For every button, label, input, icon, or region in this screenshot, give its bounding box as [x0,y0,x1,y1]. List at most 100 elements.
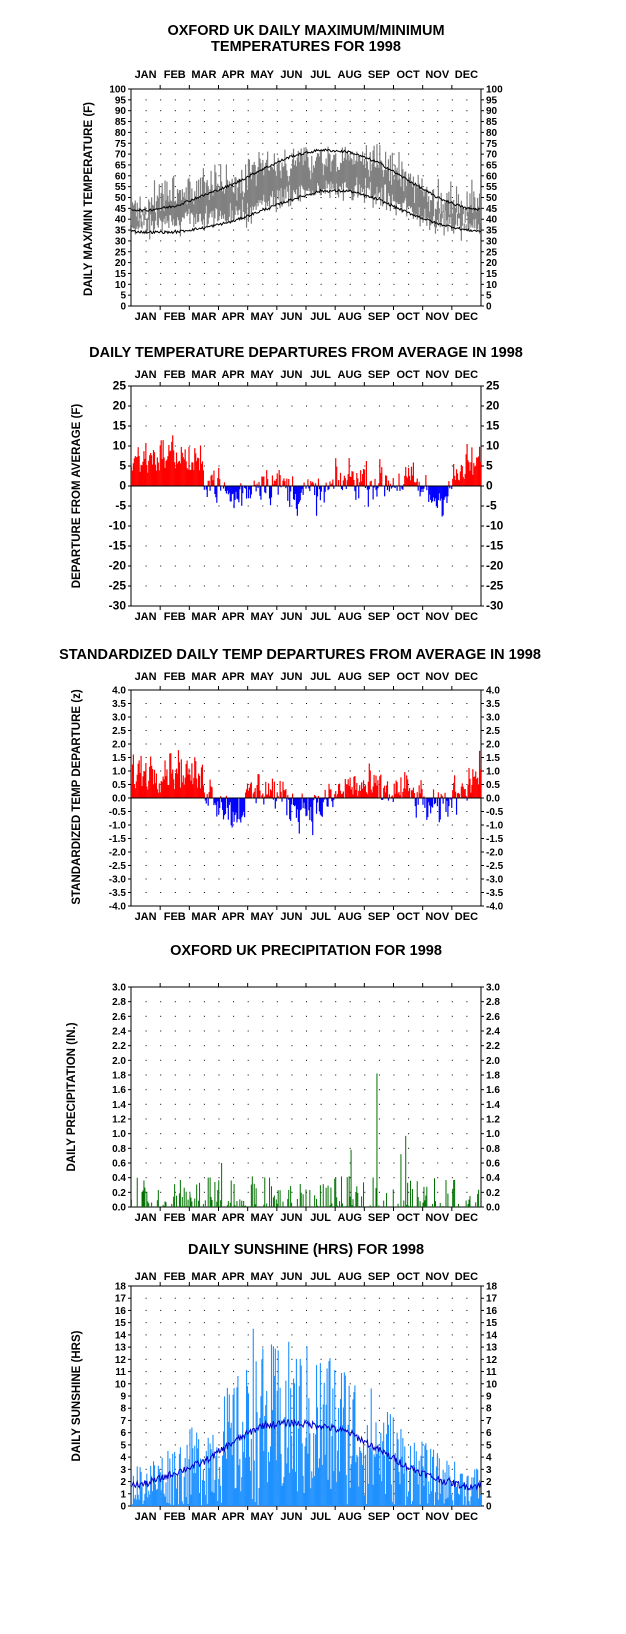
grid-dot [335,229,337,231]
grid-dot [145,1444,147,1446]
grid-dot [174,229,176,231]
grid-dot [306,1322,307,1324]
grid-dot [378,585,380,587]
grid-dot [364,505,366,507]
grid-dot [189,142,191,144]
grid-dot [247,1030,249,1032]
grid-dot [422,784,424,785]
y-tick-label: 95 [486,95,498,106]
y-tick-label: 10 [115,1379,127,1390]
grid-dot [451,197,453,198]
grid-dot [247,505,249,507]
grid-dot [160,716,162,718]
grid-dot [174,240,176,242]
grid-dot [262,229,264,231]
grid-dot [276,1001,278,1003]
grid-dot [437,824,439,826]
grid-dot [437,838,439,839]
grid-dot [378,892,380,893]
grid-dot [233,110,235,112]
month-label-bottom: JUL [310,311,331,323]
grid-dot [364,240,366,242]
grid-dot [291,99,293,101]
month-label-bottom: NOV [425,911,450,923]
grid-dot [145,1432,147,1434]
y-tick-label: 1.2 [112,1115,126,1126]
grid-dot [378,838,380,839]
grid-dot [437,1015,439,1017]
grid-dot [349,1358,351,1360]
y-tick-label: -15 [109,539,127,553]
grid-dot [189,1147,191,1149]
departure-chart: DAILY TEMPERATURE DEPARTURES FROM AVERAG… [71,345,523,623]
grid-dot [466,1059,468,1061]
grid-dot [422,175,424,177]
month-label-top: FEB [164,369,186,381]
grid-dot [174,1074,176,1076]
data-marks [130,144,482,241]
grid-dot [276,1358,278,1360]
grid-dot [466,1432,468,1434]
grid-dot [378,1103,380,1105]
grid-dot [291,405,293,407]
grid-dot [203,1468,205,1470]
grid-dot [466,1309,468,1311]
grid-dot [335,251,337,253]
grid-dot [203,1045,205,1047]
grid-dot [451,142,453,144]
grid-dot [160,525,162,527]
y-tick-label: 9 [120,1392,126,1403]
grid-dot [291,585,293,587]
grid-dot [422,1334,424,1336]
grid-dot [466,1103,468,1105]
grid-dot [247,525,249,527]
month-label-bottom: JUN [280,311,302,323]
grid-dot [145,585,147,587]
grid-dot [320,1015,322,1017]
grid-dot [145,1118,147,1120]
grid-dot [335,730,337,731]
grid-dot [160,283,162,285]
grid-dot [145,1177,147,1179]
grid-dot [364,1297,366,1299]
grid-dot [349,218,351,220]
grid-dot [145,294,147,296]
grid-dot [393,878,395,880]
grid-dot [306,142,307,144]
grid-dot [189,770,191,772]
grid-dot [335,445,337,447]
grid-dot [408,1118,410,1120]
grid-dot [276,405,278,407]
grid-dot [306,251,307,253]
grid-dot [393,262,395,264]
grid-dot [189,1059,191,1061]
grid-dot [262,1015,264,1017]
y-tick-label: -3.5 [486,888,504,899]
grid-dot [174,1059,176,1061]
grid-dot [378,1089,380,1091]
grid-dot [320,838,322,839]
grid-dot [451,240,453,242]
grid-dot [393,1481,395,1483]
grid-dot [466,1147,468,1149]
grid-dot [233,1177,235,1179]
y-tick-label: 1.0 [486,767,500,778]
month-label-bottom: DEC [455,1212,478,1224]
month-label-top: AUG [338,369,362,381]
grid-dot [320,824,322,826]
grid-dot [203,1177,205,1179]
grid-dot [378,1297,380,1299]
grid-dot [291,824,293,826]
grid-dot [174,197,176,198]
grid-dot [276,824,278,826]
grid-dot [306,851,307,853]
grid-dot [160,730,162,731]
grid-dot [306,703,307,704]
grid-dot [262,1147,264,1149]
grid-dot [174,1118,176,1120]
grid-dot [203,99,205,101]
grid-dot [349,1015,351,1017]
grid-dot [189,272,191,274]
grid-dot [189,1371,191,1373]
grid-dot [276,251,278,253]
